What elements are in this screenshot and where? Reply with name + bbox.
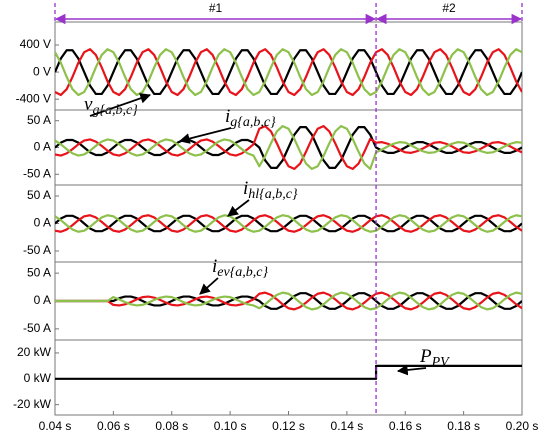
series-line	[55, 291, 522, 311]
y-tick-label: -50 A	[23, 166, 51, 180]
annotation-arrow	[227, 199, 250, 217]
annotation: iev{a,b,c}	[212, 256, 269, 280]
annotation-symbol: P	[419, 346, 432, 367]
annotation-subscript: g{a,b,c}	[230, 115, 276, 130]
series-line	[55, 214, 522, 233]
series-line	[55, 124, 522, 171]
annotation-arrow	[89, 93, 152, 117]
y-tick-label: 0 kW	[24, 371, 52, 385]
annotation-symbol: i	[225, 106, 230, 127]
annotation-arrow	[178, 127, 232, 144]
y-tick-label: 50 A	[27, 113, 51, 127]
annotation-symbol: v	[84, 94, 93, 115]
x-tick-label: 0.14 s	[331, 419, 364, 433]
series-line	[55, 126, 522, 169]
series-line	[55, 291, 522, 311]
x-tick-label: 0.06 s	[97, 419, 130, 433]
y-tick-label: -50 A	[23, 321, 51, 335]
y-tick-label: 400 V	[20, 37, 51, 51]
y-tick-label: 50 A	[27, 265, 51, 279]
y-tick-label: 0 A	[34, 216, 51, 230]
annotation-symbol: i	[212, 256, 217, 277]
x-tick-label: 0.16 s	[389, 419, 422, 433]
series-line	[55, 214, 522, 233]
annotation: vg{a,b,c}	[84, 94, 138, 118]
series-line	[55, 364, 522, 380]
x-tick-label: 0.12 s	[272, 419, 305, 433]
panel-frame	[54, 339, 523, 416]
series-line	[55, 292, 522, 310]
y-tick-label: -50 A	[23, 243, 51, 257]
annotation-subscript: ev{a,b,c}	[217, 265, 268, 280]
annotation-subscript: PV	[431, 355, 451, 370]
y-tick-label: 0 A	[34, 293, 51, 307]
y-tick-label: 20 kW	[17, 345, 52, 359]
phase-label: #1	[209, 1, 223, 15]
annotation: ig{a,b,c}	[225, 106, 276, 130]
series-line	[55, 48, 522, 97]
x-tick-label: 0.04 s	[39, 419, 72, 433]
y-tick-label: -400 V	[16, 91, 51, 105]
series-line	[55, 124, 522, 171]
series-line	[55, 214, 522, 233]
y-tick-label: 0 V	[33, 64, 51, 78]
annotation-symbol: i	[243, 178, 248, 199]
annotation: ihl{a,b,c}	[243, 178, 298, 202]
y-tick-label: 50 A	[27, 188, 51, 202]
annotation-subscript: g{a,b,c}	[92, 103, 138, 118]
x-tick-label: 0.18 s	[447, 419, 480, 433]
annotation-subscript: hl{a,b,c}	[248, 187, 298, 202]
x-tick-label: 0.10 s	[214, 419, 247, 433]
annotation-arrow	[199, 277, 219, 295]
annotation: PPV	[419, 346, 450, 370]
x-tick-label: 0.20 s	[506, 419, 539, 433]
y-tick-label: 0 A	[34, 140, 51, 154]
series-line	[55, 49, 522, 96]
annotation-arrow	[396, 364, 427, 376]
series-line	[55, 48, 522, 97]
y-tick-label: -20 kW	[13, 397, 52, 411]
x-tick-label: 0.08 s	[155, 419, 188, 433]
phase-label: #2	[442, 1, 456, 15]
